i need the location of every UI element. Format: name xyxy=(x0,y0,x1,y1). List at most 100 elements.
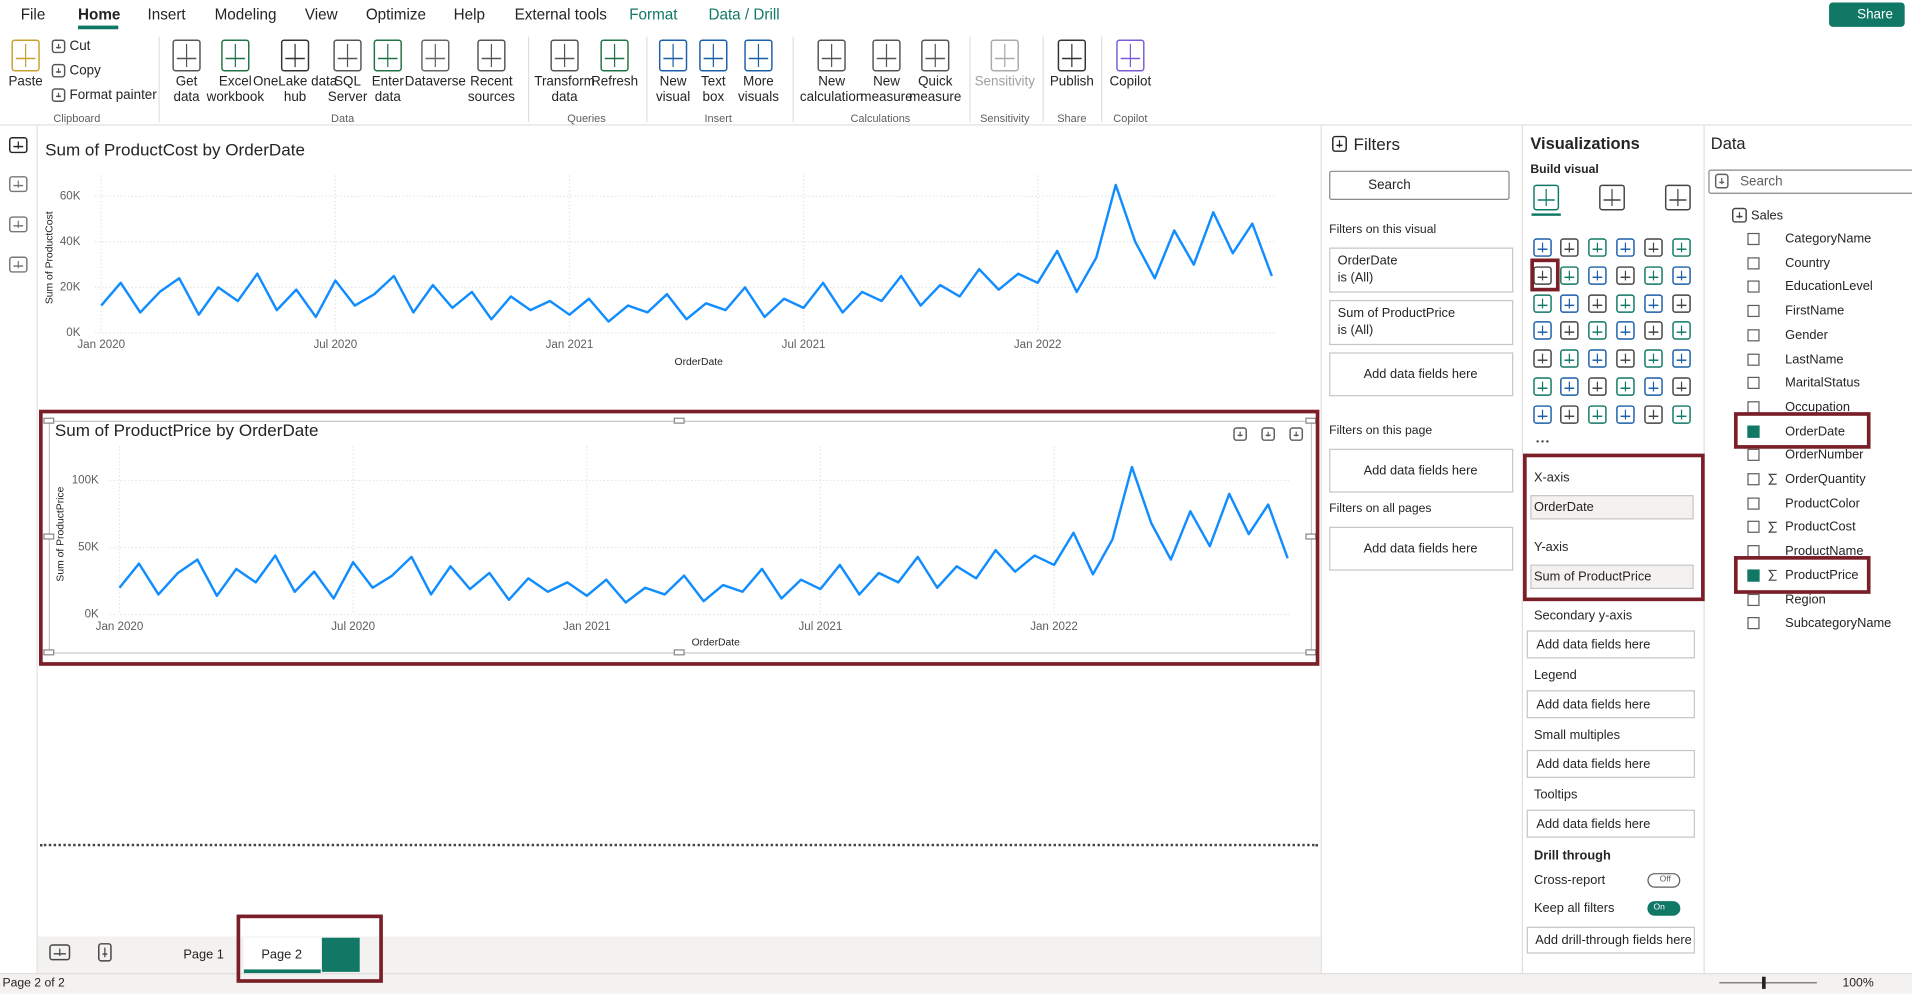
field-name[interactable]: ProductName xyxy=(1785,543,1864,559)
add-fields-well[interactable] xyxy=(1329,526,1514,571)
table-name[interactable]: Sales xyxy=(1751,208,1784,224)
add-fields-well[interactable] xyxy=(1526,630,1695,659)
ribbon-button[interactable]: Excel workbook xyxy=(206,74,265,105)
ribbon-button[interactable]: Quick measure xyxy=(909,74,962,105)
checkbox[interactable] xyxy=(1747,473,1760,486)
ribbon-button[interactable]: Publish xyxy=(1049,74,1094,90)
ribbon-tab[interactable]: External tools xyxy=(514,6,607,24)
add-fields-placeholder[interactable]: Add data fields here xyxy=(1536,637,1651,653)
ribbon-button[interactable]: Dataverse xyxy=(404,74,466,90)
add-fields-well[interactable] xyxy=(1526,690,1695,719)
ribbon-button[interactable]: Transform data xyxy=(534,74,595,105)
field-name[interactable]: OrderQuantity xyxy=(1785,471,1866,487)
ribbon-tab[interactable]: Home xyxy=(78,6,121,24)
page-tab-active[interactable] xyxy=(243,937,321,974)
ribbon-button[interactable]: Sensitivity xyxy=(974,74,1035,90)
ribbon-tab[interactable]: Data / Drill xyxy=(708,6,780,24)
add-page-button[interactable] xyxy=(321,937,360,972)
ribbon-button[interactable]: Text box xyxy=(701,74,726,105)
ribbon-tab[interactable]: Insert xyxy=(147,6,186,24)
search-placeholder[interactable]: Search xyxy=(1368,178,1411,193)
field-name[interactable]: Country xyxy=(1785,255,1831,271)
add-fields-placeholder[interactable]: Add drill-through fields here xyxy=(1535,932,1692,948)
ribbon-tab[interactable]: File xyxy=(20,6,46,24)
checkbox[interactable] xyxy=(1747,304,1760,318)
ribbon-button[interactable]: SQL Server xyxy=(327,74,368,105)
add-fields-placeholder[interactable]: Add data fields here xyxy=(1536,757,1651,772)
ribbon-button[interactable]: Paste xyxy=(8,74,43,90)
search-box[interactable] xyxy=(1708,169,1912,194)
toggle[interactable] xyxy=(1647,901,1681,916)
field-name[interactable]: ProductCost xyxy=(1785,519,1856,535)
checkbox[interactable] xyxy=(1747,569,1760,582)
zoom-level[interactable]: 100% xyxy=(1842,976,1874,991)
checkbox[interactable] xyxy=(1747,232,1760,246)
checkbox[interactable] xyxy=(1747,593,1760,606)
share-button[interactable] xyxy=(1829,2,1905,27)
ribbon-button[interactable]: Get data xyxy=(173,74,200,105)
ribbon-tab[interactable]: Modeling xyxy=(214,6,277,24)
well-field[interactable]: OrderDate xyxy=(1533,499,1594,515)
ribbon-small-button[interactable]: Copy xyxy=(69,63,101,79)
field-name[interactable]: ProductColor xyxy=(1785,495,1860,511)
toggle-state[interactable]: Off xyxy=(1659,875,1671,885)
field-name[interactable]: OrderDate xyxy=(1785,423,1845,439)
field-name[interactable]: ProductPrice xyxy=(1785,567,1859,583)
checkbox[interactable] xyxy=(1747,256,1760,270)
field-well[interactable] xyxy=(1530,495,1694,520)
add-fields-placeholder[interactable]: Add data fields here xyxy=(1363,367,1478,382)
ribbon-button[interactable]: Refresh xyxy=(591,74,639,90)
ribbon-button[interactable]: New visual xyxy=(655,74,691,105)
field-name[interactable]: Gender xyxy=(1785,327,1828,343)
ribbon-button[interactable]: New calculation xyxy=(799,74,864,105)
field-name[interactable]: SubcategoryName xyxy=(1785,616,1892,631)
field-name[interactable]: MaritalStatus xyxy=(1785,375,1860,391)
ribbon-tab[interactable]: Format xyxy=(629,6,678,24)
ribbon-small-button[interactable]: Cut xyxy=(69,39,91,54)
add-fields-placeholder[interactable]: Add data fields here xyxy=(1536,697,1651,713)
ribbon-tab[interactable]: Help xyxy=(453,6,485,24)
search-box[interactable] xyxy=(1329,170,1510,200)
page-tab[interactable]: Page 1 xyxy=(183,947,224,963)
filter-state[interactable]: is (All) xyxy=(1337,323,1374,338)
well-field[interactable]: Sum of ProductPrice xyxy=(1533,569,1652,585)
ribbon-button[interactable]: OneLake data hub xyxy=(252,74,338,105)
add-fields-placeholder[interactable]: Add data fields here xyxy=(1363,541,1478,557)
ribbon-tab[interactable]: View xyxy=(304,6,338,24)
add-fields-well[interactable] xyxy=(1329,448,1514,493)
field-name[interactable]: CategoryName xyxy=(1785,231,1872,247)
field-well[interactable] xyxy=(1530,564,1694,589)
ribbon-tab[interactable]: Optimize xyxy=(365,6,426,24)
field-name[interactable]: OrderNumber xyxy=(1785,447,1864,463)
checkbox[interactable] xyxy=(1747,328,1760,342)
field-name[interactable]: EducationLevel xyxy=(1785,279,1873,295)
checkbox[interactable] xyxy=(1747,521,1760,534)
checkbox[interactable] xyxy=(1747,449,1760,462)
search-placeholder[interactable]: Search xyxy=(1740,174,1783,190)
add-fields-placeholder[interactable]: Add data fields here xyxy=(1363,463,1478,479)
field-name[interactable]: LastName xyxy=(1785,351,1844,367)
checkbox[interactable] xyxy=(1747,280,1760,294)
add-fields-placeholder[interactable]: Add data fields here xyxy=(1536,816,1651,832)
field-name[interactable]: FirstName xyxy=(1785,303,1845,319)
ribbon-button[interactable]: Recent sources xyxy=(467,74,515,105)
filter-card[interactable] xyxy=(1329,247,1514,293)
field-name[interactable]: Region xyxy=(1785,592,1826,607)
filter-card[interactable] xyxy=(1329,299,1514,346)
filter-field[interactable]: OrderDate xyxy=(1337,253,1398,269)
ribbon-button[interactable]: Enter data xyxy=(371,74,404,105)
checkbox[interactable] xyxy=(1747,497,1760,510)
checkbox[interactable] xyxy=(1747,353,1760,366)
ribbon-small-button[interactable]: Format painter xyxy=(69,87,157,103)
add-fields-well[interactable] xyxy=(1526,749,1695,778)
toggle-state[interactable]: On xyxy=(1653,903,1665,913)
checkbox[interactable] xyxy=(1747,377,1760,390)
add-fields-well[interactable] xyxy=(1329,352,1514,397)
checkbox[interactable] xyxy=(1747,617,1760,630)
ribbon-button[interactable]: More visuals xyxy=(737,74,779,105)
page-tab[interactable]: Page 2 xyxy=(261,947,302,963)
add-fields-well[interactable] xyxy=(1526,926,1695,954)
toggle[interactable] xyxy=(1647,873,1681,888)
filter-state[interactable]: is (All) xyxy=(1337,270,1374,286)
checkbox[interactable] xyxy=(1747,425,1760,438)
